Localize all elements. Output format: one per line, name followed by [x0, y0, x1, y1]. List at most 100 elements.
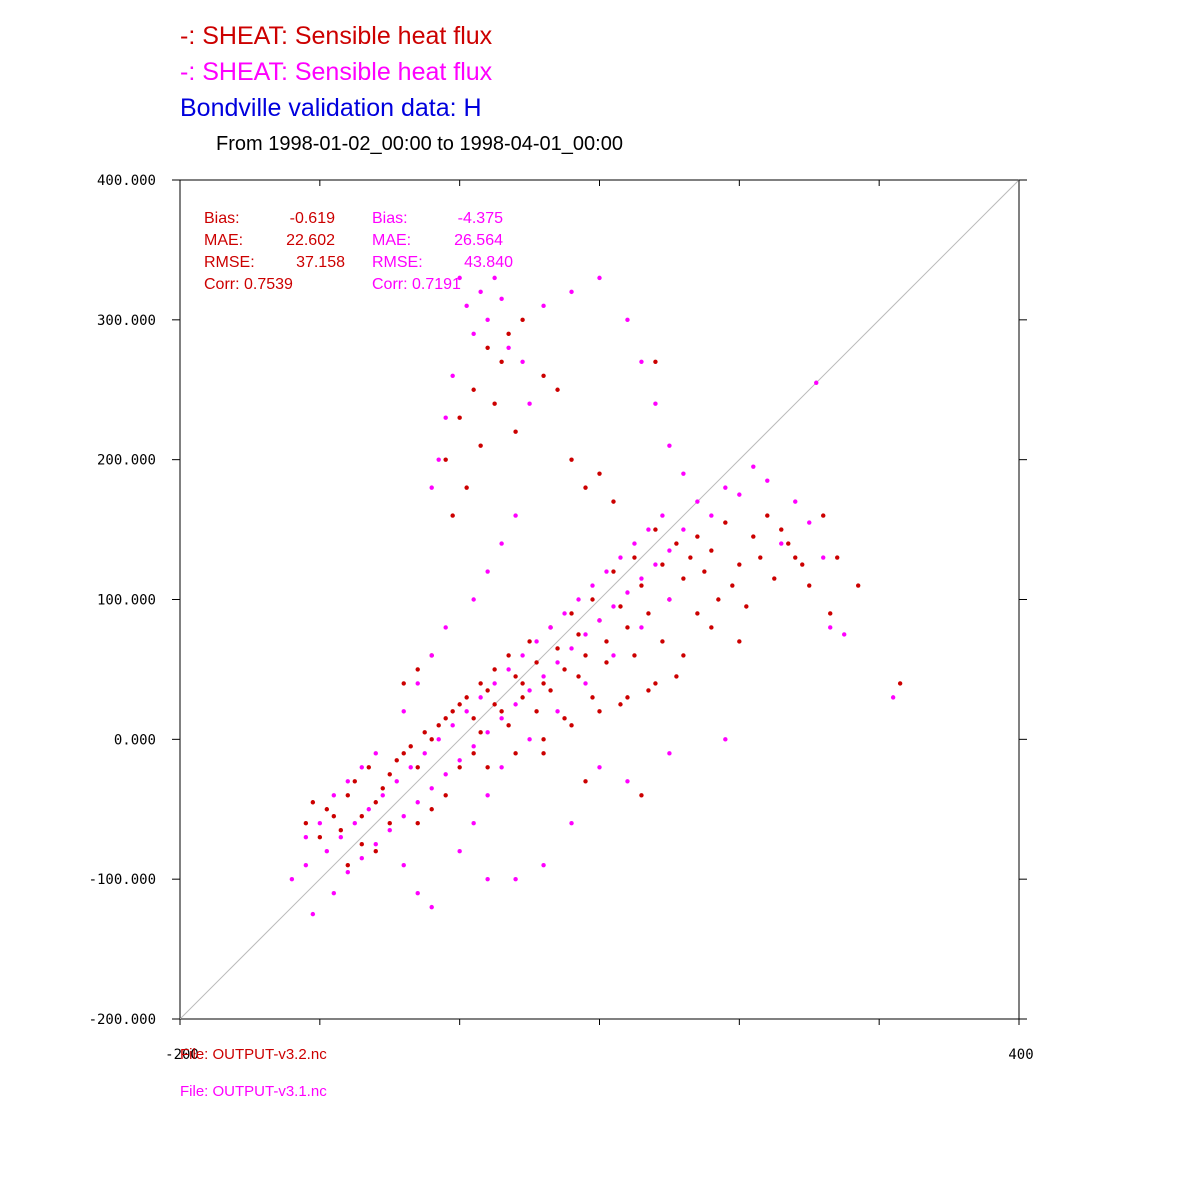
data-point — [415, 800, 420, 805]
data-point — [646, 527, 651, 532]
data-point — [618, 604, 623, 609]
data-point — [541, 751, 546, 756]
data-point — [583, 681, 588, 686]
data-point — [583, 779, 588, 784]
data-point — [415, 667, 420, 672]
data-point — [485, 876, 490, 882]
data-point — [457, 702, 462, 707]
data-point — [576, 632, 581, 637]
data-point — [464, 485, 469, 490]
data-point — [737, 492, 742, 497]
y-tick-label: 0.000 — [114, 732, 156, 748]
data-point — [415, 765, 420, 770]
y-tick-label: -200.000 — [89, 1012, 156, 1028]
data-point — [793, 499, 798, 504]
stat-corr: Corr: 0.7191 — [372, 276, 461, 293]
data-point — [667, 548, 672, 553]
data-point — [527, 639, 532, 644]
data-point — [513, 513, 518, 518]
data-point — [562, 716, 567, 721]
data-point — [289, 876, 295, 882]
data-point — [450, 513, 455, 518]
stat-rmse-label: RMSE: — [204, 254, 255, 271]
data-point — [513, 751, 518, 756]
data-point — [632, 555, 637, 560]
x-tick-label: -200 — [165, 1047, 199, 1063]
data-point — [387, 821, 392, 826]
data-point — [723, 485, 728, 490]
data-point — [562, 667, 567, 672]
data-point — [828, 625, 833, 630]
y-tick-label: -100.000 — [89, 872, 156, 888]
data-point — [674, 541, 679, 546]
data-point — [604, 569, 609, 574]
data-point — [499, 765, 504, 770]
data-point — [667, 597, 672, 602]
data-point — [429, 737, 434, 742]
data-point — [380, 793, 385, 798]
data-point — [723, 520, 728, 525]
stat-mae-label: MAE: — [204, 232, 243, 249]
data-point — [534, 639, 539, 644]
data-point — [478, 730, 483, 735]
data-point — [436, 723, 441, 728]
data-point — [576, 674, 581, 679]
data-point — [443, 716, 448, 721]
data-point — [317, 835, 323, 840]
stat-rmse-label: RMSE: — [372, 254, 423, 271]
y-tick-label: 300.000 — [97, 313, 156, 329]
data-point — [709, 513, 714, 518]
data-point — [345, 869, 350, 875]
data-point — [499, 709, 504, 714]
data-point — [625, 779, 630, 784]
data-point — [779, 541, 784, 546]
data-point — [520, 681, 525, 686]
data-point — [555, 709, 560, 714]
data-point — [695, 499, 700, 504]
data-point — [835, 555, 840, 560]
data-point — [338, 835, 344, 840]
data-point — [506, 331, 511, 337]
data-point — [478, 695, 483, 700]
file-label-series1: File: OUTPUT-v3.2.nc — [180, 1046, 327, 1063]
data-point — [450, 709, 455, 714]
data-point — [527, 737, 532, 742]
data-point — [639, 625, 644, 630]
data-point — [646, 611, 651, 616]
data-point — [352, 779, 357, 784]
data-point — [786, 541, 791, 546]
one-to-one-line — [179, 179, 1020, 1020]
data-point — [436, 457, 441, 462]
stat-bias-value: -4.375 — [458, 210, 503, 227]
data-point — [569, 646, 574, 651]
data-point — [464, 709, 469, 714]
data-point — [443, 457, 448, 462]
data-point — [331, 814, 337, 819]
data-point — [625, 590, 630, 595]
data-point — [807, 583, 812, 588]
data-point — [471, 751, 476, 756]
series-2-points — [289, 275, 896, 917]
data-point — [310, 800, 316, 805]
data-point — [765, 478, 770, 483]
data-point — [457, 849, 462, 854]
chart-title: Bondville validation data: H — [180, 94, 482, 122]
data-point — [394, 758, 399, 763]
data-point — [681, 653, 686, 658]
data-point — [457, 415, 462, 420]
data-point — [499, 296, 504, 302]
data-point — [597, 275, 602, 281]
data-point — [506, 723, 511, 728]
data-point — [807, 520, 812, 525]
data-point — [569, 457, 574, 462]
data-point — [345, 793, 350, 798]
data-point — [611, 499, 616, 504]
data-point — [653, 359, 658, 364]
data-point — [415, 681, 420, 686]
data-point — [499, 541, 504, 546]
data-point — [478, 681, 483, 686]
data-point — [478, 289, 483, 295]
data-point — [639, 793, 644, 798]
data-point — [464, 303, 469, 309]
